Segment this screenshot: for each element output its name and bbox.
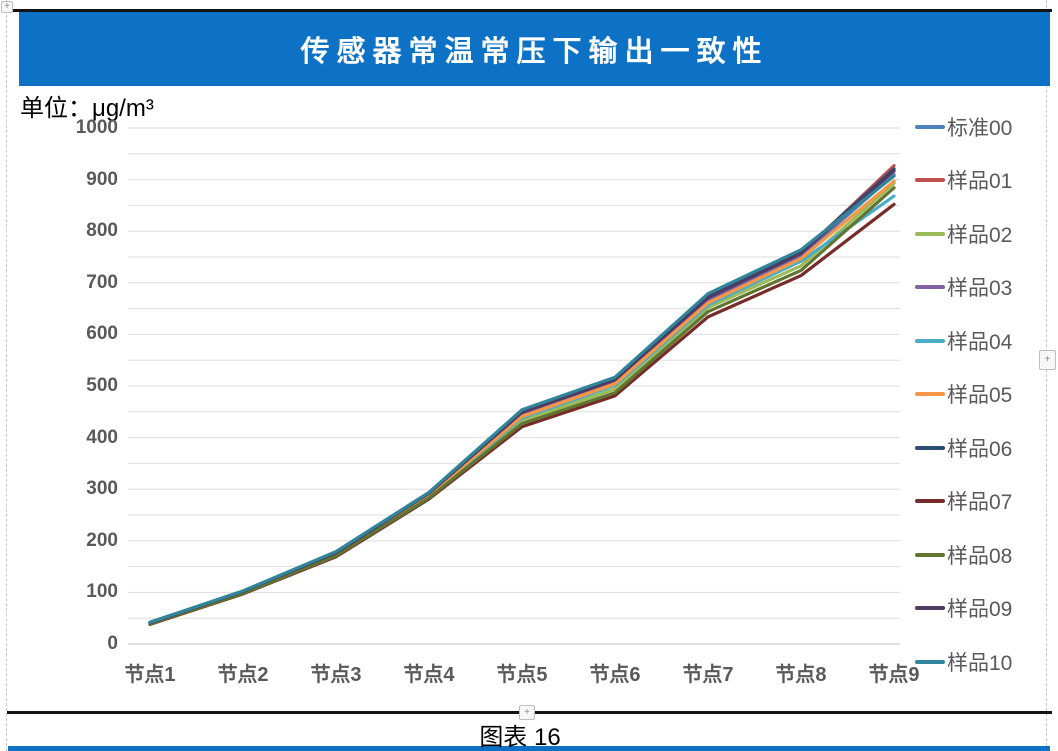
figure-caption: 图表 16	[479, 724, 561, 751]
x-tick-label: 节点6	[589, 664, 641, 686]
legend-swatch-icon	[915, 659, 945, 664]
legend-item: 标准00	[915, 100, 1055, 154]
series-line-样品01	[148, 164, 896, 625]
y-tick-label: 0	[107, 633, 118, 654]
series-line-标准00	[148, 172, 896, 625]
series-line-样品02	[148, 181, 896, 626]
series-line-样品10	[148, 174, 896, 624]
legend-label: 样品01	[947, 170, 1013, 194]
legend-swatch-icon	[915, 552, 945, 557]
series-line-样品08	[148, 186, 896, 626]
legend-label: 样品05	[947, 384, 1013, 408]
legend-item: 样品01	[915, 154, 1055, 208]
legend-label: 样品07	[947, 491, 1013, 515]
y-tick-label: 400	[86, 426, 118, 448]
legend-item: 样品04	[915, 314, 1055, 368]
x-tick-label: 节点8	[775, 664, 827, 686]
y-tick-label: 300	[86, 478, 118, 500]
legend-label: 标准00	[947, 116, 1013, 140]
legend-label: 样品03	[947, 277, 1013, 301]
insert-plus-handle-right-icon[interactable]: +	[1039, 350, 1056, 370]
series-line-样品03	[148, 169, 896, 625]
legend-item: 样品02	[915, 207, 1055, 261]
legend-swatch-icon	[915, 285, 945, 290]
x-tick-label: 节点3	[310, 664, 362, 686]
legend-swatch-icon	[915, 338, 945, 343]
series-line-样品05	[148, 179, 896, 625]
y-tick-label: 500	[86, 375, 118, 396]
object-anchor-handle-icon[interactable]: +	[1, 1, 13, 13]
legend-item: 样品08	[915, 528, 1055, 582]
legend-swatch-icon	[915, 499, 945, 504]
x-tick-label: 节点4	[403, 664, 455, 686]
legend-item: 样品09	[915, 582, 1055, 636]
legend-swatch-icon	[915, 178, 945, 183]
y-tick-label: 600	[86, 323, 118, 345]
legend-label: 样品10	[947, 651, 1013, 675]
x-tick-label: 节点1	[124, 664, 176, 686]
legend-label: 样品06	[947, 437, 1013, 461]
x-tick-label: 节点2	[217, 664, 269, 686]
unit-label: 单位：μg/m³	[20, 95, 154, 122]
y-tick-label: 200	[86, 529, 118, 551]
title-banner: 传感器常温常压下输出一致性	[19, 12, 1050, 86]
y-tick-label: 700	[86, 271, 118, 293]
page-boundary-right-dashed-line	[1046, 0, 1047, 751]
legend-swatch-icon	[915, 124, 945, 129]
legend-swatch-icon	[915, 231, 945, 236]
legend-label: 样品02	[947, 223, 1013, 247]
y-tick-label: 1000	[75, 117, 118, 138]
legend-item: 样品03	[915, 261, 1055, 315]
next-section-banner-edge	[8, 746, 1050, 751]
y-tick-label: 900	[86, 168, 118, 190]
y-tick-label: 100	[86, 581, 118, 603]
legend-swatch-icon	[915, 392, 945, 397]
chart-top-border-line	[7, 9, 1052, 12]
legend-label: 样品09	[947, 598, 1013, 622]
legend-item: 样品07	[915, 475, 1055, 529]
legend-item: 样品10	[915, 635, 1055, 689]
legend-item: 样品06	[915, 421, 1055, 475]
legend-label: 样品08	[947, 544, 1013, 568]
series-line-样品06	[148, 167, 896, 624]
x-tick-label: 节点9	[868, 664, 920, 686]
chart-legend: 标准00 样品01 样品02 样品03 样品04 样品05 样品06 样品07 样品08 样品09…	[915, 100, 1055, 689]
x-tick-label: 节点7	[682, 664, 734, 686]
chart-title: 传感器常温常压下输出一致性	[300, 36, 769, 68]
y-tick-label: 800	[86, 220, 118, 242]
legend-swatch-icon	[915, 445, 945, 450]
legend-swatch-icon	[915, 606, 945, 611]
legend-label: 样品04	[947, 330, 1013, 354]
legend-item: 样品05	[915, 368, 1055, 422]
x-tick-label: 节点5	[496, 664, 548, 686]
page-boundary-left-dashed-line	[6, 0, 7, 751]
insert-plus-handle-caption-icon[interactable]: +	[519, 705, 535, 720]
series-line-样品09	[148, 168, 896, 625]
